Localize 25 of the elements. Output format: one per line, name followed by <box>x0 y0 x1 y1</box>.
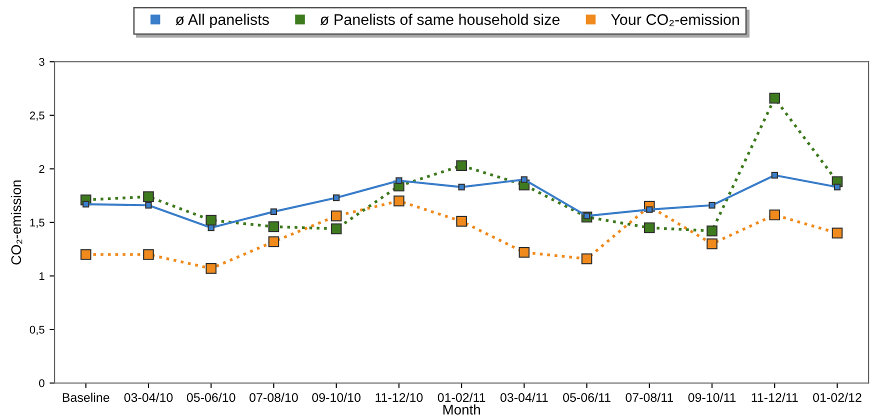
y-tick-label: 2,5 <box>30 112 44 121</box>
legend-label: ø Panelists of same household size <box>320 14 560 26</box>
x-tick-label: 05-06/10 <box>186 392 236 402</box>
x-tick-label: 09-10/10 <box>312 392 361 402</box>
x-tick-label: 05-06/11 <box>563 392 610 402</box>
legend-label: ø All panelists <box>176 14 269 28</box>
y-tick-label: 1,5 <box>30 218 44 228</box>
x-tick-label: 03-04/11 <box>500 392 548 402</box>
y-tick-label: 2 <box>39 165 44 173</box>
x-tick-label: 01-02/12 <box>813 392 862 402</box>
x-tick-label: 09-10/11 <box>688 392 736 402</box>
x-tick-label: 07-08/10 <box>250 392 298 402</box>
x-tick-label: 03-04/10 <box>124 392 173 402</box>
y-tick-label: 0 <box>39 379 44 388</box>
x-tick-label: Baseline <box>62 392 110 402</box>
x-tick-label: 07-08/11 <box>626 392 674 402</box>
x-tick-label: 11-12/10 <box>376 392 423 402</box>
y-tick-label: 0,5 <box>30 326 44 335</box>
x-tick-label: 11-12/11 <box>752 392 798 402</box>
y-axis-title: CO₂-emission <box>10 180 22 265</box>
y-tick-label: 3 <box>39 58 44 66</box>
x-axis-title: Month <box>443 404 480 415</box>
y-tick-label: 1 <box>40 272 44 280</box>
x-tick-label: 01-02/11 <box>438 392 486 402</box>
legend-label: Your CO₂-emission <box>610 14 739 26</box>
